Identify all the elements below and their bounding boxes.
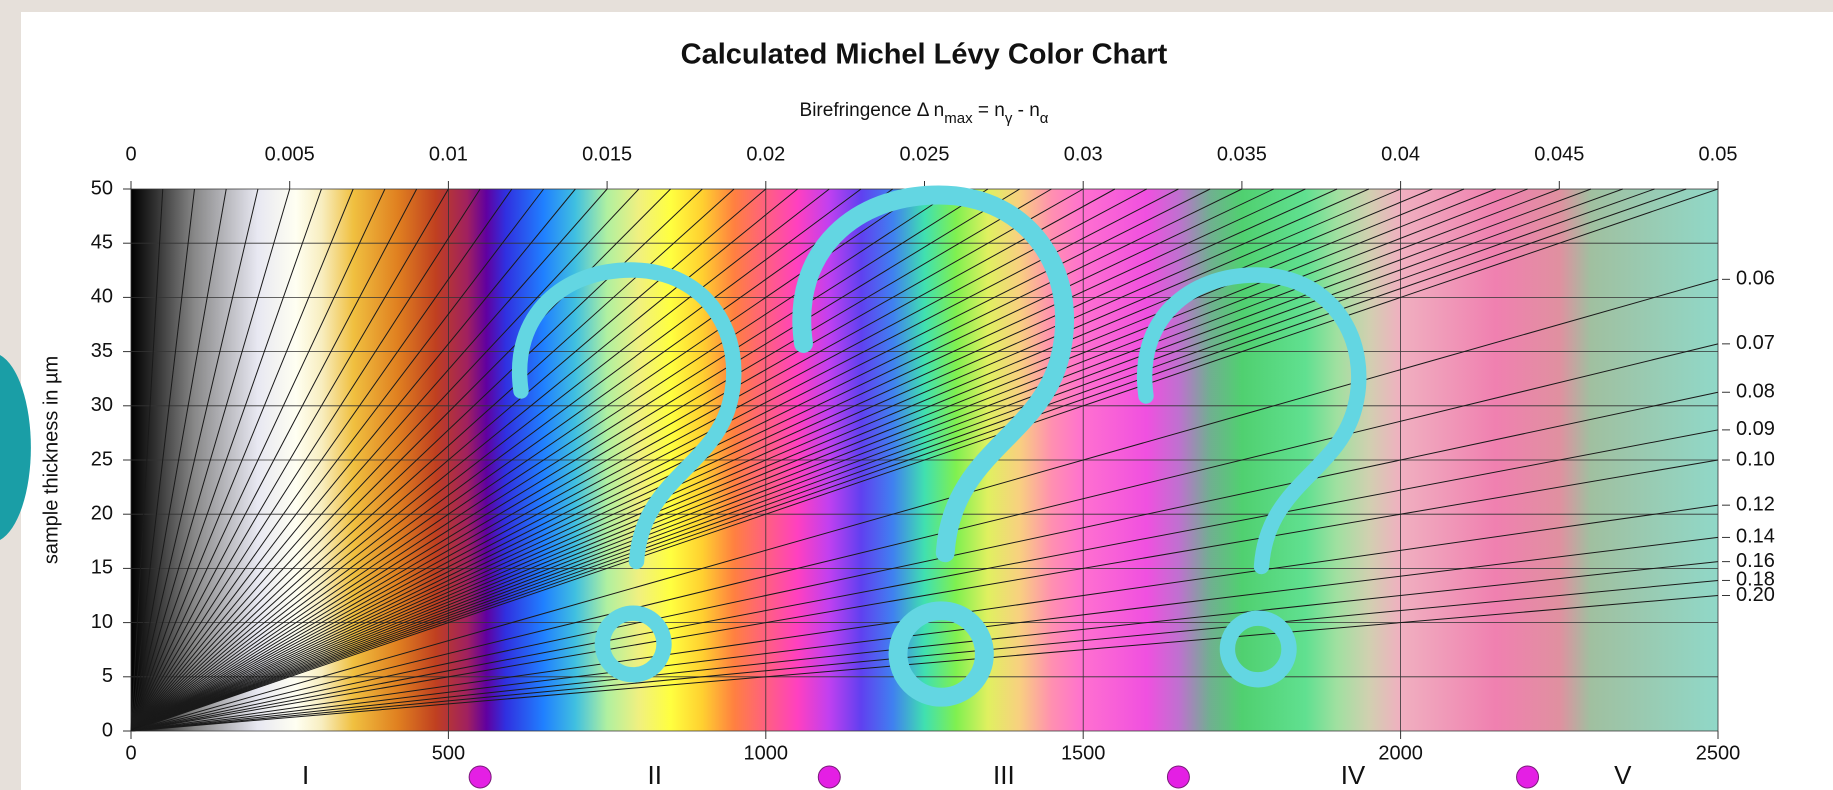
right-label: 0.20 — [1736, 584, 1775, 606]
x2-tick-label: 0.01 — [429, 143, 468, 165]
order-label: III — [993, 760, 1015, 790]
subtitle-part: max — [944, 110, 973, 127]
x2-tick-label: 0.015 — [582, 143, 632, 165]
x2-tick-label: 0.03 — [1064, 143, 1103, 165]
y-tick-label: 15 — [91, 557, 113, 579]
right-label: 0.09 — [1736, 418, 1775, 440]
x-tick-label: 2500 — [1696, 742, 1741, 764]
subtitle-part: Birefringence Δ n — [800, 100, 945, 121]
y-tick-label: 5 — [102, 665, 113, 687]
page: Calculated Michel Lévy Color Chart Biref… — [0, 0, 1833, 790]
chart-title: Calculated Michel Lévy Color Chart — [681, 39, 1168, 71]
y-tick-label: 45 — [91, 231, 113, 253]
x-tick-label: 0 — [125, 742, 136, 764]
subtitle-part: - n — [1012, 100, 1039, 121]
x2-tick-label: 0.05 — [1699, 143, 1738, 165]
order-label: IV — [1341, 760, 1366, 790]
x-tick-label: 1500 — [1061, 742, 1106, 764]
order-label: I — [302, 760, 309, 790]
order-marker — [469, 766, 491, 788]
x-tick-label: 500 — [432, 742, 465, 764]
order-marker — [818, 766, 840, 788]
x2-tick-label: 0.025 — [899, 143, 949, 165]
x2-tick-label: 0.035 — [1217, 143, 1267, 165]
right-label: 0.14 — [1736, 526, 1775, 548]
y-tick-label: 40 — [91, 286, 113, 308]
x2-tick-label: 0.02 — [746, 143, 785, 165]
y-tick-label: 30 — [91, 394, 113, 416]
subtitle-part: α — [1040, 110, 1049, 127]
y-tick-label: 20 — [91, 502, 113, 524]
x2-tick-label: 0.04 — [1381, 143, 1420, 165]
right-label: 0.06 — [1736, 268, 1775, 290]
right-label: 0.10 — [1736, 448, 1775, 470]
order-label: II — [647, 760, 661, 790]
y-tick-label: 35 — [91, 340, 113, 362]
order-label: V — [1614, 760, 1632, 790]
y-tick-label: 50 — [91, 177, 113, 199]
y-tick-label: 0 — [102, 719, 113, 741]
order-marker — [1517, 766, 1539, 788]
order-marker — [1167, 766, 1189, 788]
y-axis-label: sample thickness in µm — [40, 356, 62, 564]
y-tick-label: 25 — [91, 448, 113, 470]
x-tick-label: 2000 — [1378, 742, 1423, 764]
right-label: 0.08 — [1736, 381, 1775, 403]
chart: Calculated Michel Lévy Color Chart Biref… — [0, 0, 1833, 790]
x2-tick-label: 0 — [125, 143, 136, 165]
x2-tick-label: 0.005 — [265, 143, 315, 165]
x2-tick-label: 0.045 — [1534, 143, 1584, 165]
right-label: 0.07 — [1736, 332, 1775, 354]
right-label: 0.12 — [1736, 493, 1775, 515]
x-tick-label: 1000 — [744, 742, 789, 764]
subtitle-part: = n — [973, 100, 1005, 121]
y-tick-label: 10 — [91, 611, 113, 633]
